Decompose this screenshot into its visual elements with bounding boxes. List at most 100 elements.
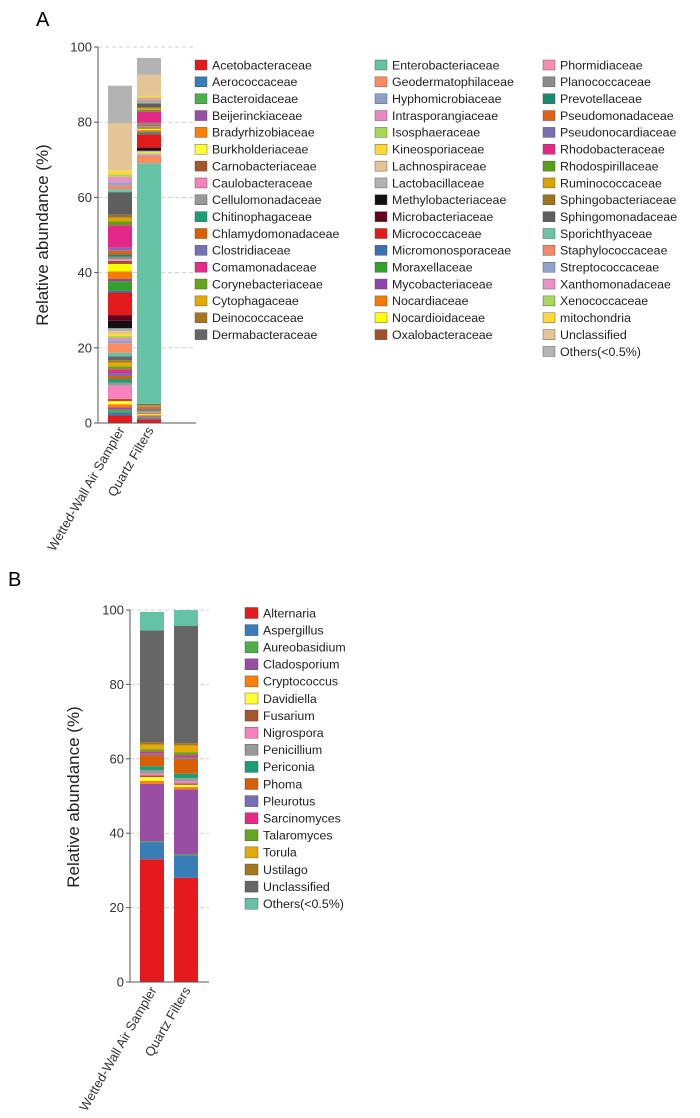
panel-b-legend-label-unclassified: Unclassified xyxy=(263,880,330,894)
panel-a-y-tick-label: 0 xyxy=(85,416,92,431)
panel-b-bar-segment-alternaria-2 xyxy=(174,877,198,982)
panel-a-bar-segment-unclassified-2 xyxy=(137,74,161,96)
panel-a-bar-segment-oxalobacteraceae-2 xyxy=(137,127,161,129)
panel-a-legend-swatch-pseudonocardiaceae xyxy=(542,127,556,138)
panel-a-bar-segment-rhodobacteraceae-1 xyxy=(108,225,132,248)
panel-a-bar-segment-kineosporiaceae-1 xyxy=(108,333,132,336)
panel-a-y-tick-label: 80 xyxy=(78,115,92,130)
panel-a-bar-segment-bradyrhizobiaceae-1 xyxy=(108,404,132,408)
panel-a-legend-label-geodermatophilaceae: Geodermatophilaceae xyxy=(392,75,514,89)
panel-a-legend-label-pseudonocardiaceae: Pseudonocardiaceae xyxy=(560,126,677,140)
panel-b-legend-swatch-fusarium xyxy=(244,709,259,722)
panel-a-bar-segment-sphingobacteriaceae-2 xyxy=(137,107,161,109)
panel-a-legend-swatch-prevotellaceae xyxy=(542,93,556,104)
panel-a-bar-segment-kineosporiaceae-2 xyxy=(137,152,161,154)
panel-a-bar-segment-lactobacillaceae-2 xyxy=(137,150,161,152)
panel-a-y-axis-title: Relative abundance (%) xyxy=(33,144,52,325)
panel-a-legend-swatch-lactobacillaceae xyxy=(374,177,388,189)
panel-a-bar-segment-acetobacteraceae-1 xyxy=(108,415,132,423)
panel-a-bar-segment-intrasporangiaceae-1 xyxy=(108,338,132,341)
panel-a-legend-swatch-mycobacteriaceae xyxy=(374,278,388,290)
panel-a-legend-label-micrococcaceae: Micrococcaceae xyxy=(392,227,482,241)
panel-a-bar-segment-chitinophagaceae-1 xyxy=(108,379,132,383)
panel-a-legend-swatch-rhodospirillaceae xyxy=(542,160,556,172)
panel-a-legend-label-carnobacteriaceae: Carnobacteriaceae xyxy=(212,159,317,173)
panel-a-legend-label-micromonosporaceae: Micromonosporaceae xyxy=(392,244,511,258)
panel-a-y-tick-label: 20 xyxy=(78,340,92,355)
panel-a-legend-label-streptococcaceae: Streptococcaceae xyxy=(560,261,659,275)
panel-a-legend-swatch-methylobacteriaceae xyxy=(374,194,388,206)
panel-a-legend-label-nocardioidaceae: Nocardioidaceae xyxy=(392,311,485,325)
panel-a-legend-swatch-streptococcaceae xyxy=(542,262,556,273)
panel-a-bar-segment-mycobacteriaceae-1 xyxy=(108,278,132,282)
panel-b-legend-swatch-unclassified xyxy=(244,880,259,893)
panel-a-bar-segment-lachnospiraceae-2 xyxy=(137,151,161,153)
panel-a-legend-label-xanthomonadaceae: Xanthomonadaceae xyxy=(560,277,671,291)
panel-a-bar-segment-rhodobacteraceae-2 xyxy=(137,111,161,123)
panel-a-bar-segment-beijerinckiaceae-2 xyxy=(137,416,161,418)
panel-a-bar-segment-burkholderiaceae-2 xyxy=(137,413,161,416)
panel-a-bar-segment-rhodospirillaceae-1 xyxy=(108,221,132,226)
panel-a-bar-segment-prevotellaceae-1 xyxy=(108,254,132,257)
panel-a-bar-segment-geodermatophilaceae-2 xyxy=(137,155,161,164)
panel-a-legend-label-microbacteriaceae: Microbacteriaceae xyxy=(392,210,493,224)
panel-a-legend-swatch-carnobacteriaceae xyxy=(194,160,208,172)
panel-a-legend-label-burkholderiaceae: Burkholderiaceae xyxy=(212,143,309,157)
panel-a-y-tick-label: 40 xyxy=(78,265,92,280)
panel-a-legend-label-cytophagaceae: Cytophagaceae xyxy=(212,294,299,308)
panel-b-legend-swatch-phoma xyxy=(244,778,259,790)
panel-a-bar-segment-lactobacillaceae-1 xyxy=(108,328,132,332)
panel-b-label: B xyxy=(8,569,21,591)
panel-a-bar-segment-sphingobacteriaceae-1 xyxy=(108,214,132,218)
panel-a-bar-segment-xanthomonadaceae-1 xyxy=(108,176,132,183)
panel-b-bar-segment-ustilago-1 xyxy=(140,742,164,745)
panel-a-legend-label-hyphomicrobiaceae: Hyphomicrobiaceae xyxy=(392,92,502,106)
panel-a-bar-segment-hyphomicrobiaceae-2 xyxy=(137,154,161,156)
panel-a-bar-segment-streptococcaceae-2 xyxy=(137,99,161,101)
panel-b-legend-swatch-alternaria xyxy=(244,607,259,619)
panel-a-legend-swatch-geodermatophilaceae xyxy=(374,76,388,88)
panel-a-bar-segment-planococcaceae-2 xyxy=(137,125,161,127)
panel-b-legend-swatch-davidiella xyxy=(244,692,259,705)
panel-a-legend-label-xenococcaceae: Xenococcaceae xyxy=(560,294,648,308)
panel-b-bar-segment-aspergillus-1 xyxy=(140,842,164,860)
panel-a-bar-segment-dermabacteraceae-1 xyxy=(108,356,132,361)
panel-b-bar-segment-cladosporium-2 xyxy=(174,789,198,855)
panel-b-legend-swatch-cladosporium xyxy=(244,658,259,670)
panel-b-bar-segment-fusarium-1 xyxy=(140,775,164,778)
panel-a-bar-segment-carnobacteriaceae-1 xyxy=(108,398,132,402)
panel-a-bar-segment-aerococcaceae-1 xyxy=(108,412,132,416)
panel-a-bar-segment-pseudonocardiaceae-2 xyxy=(137,122,161,124)
panel-b-bar-segment-cladosporium-1 xyxy=(140,783,164,842)
panel-a-bar-segment-cytophagaceae-1 xyxy=(108,362,132,367)
panel-a-legend-swatch-deinococcaceae xyxy=(194,312,208,323)
panel-a-bar-segment-geodermatophilaceae-1 xyxy=(108,343,132,353)
panel-a-y-tick-label: 60 xyxy=(78,190,92,205)
panel-a-legend-label-bacteroidaceae: Bacteroidaceae xyxy=(212,92,298,106)
panel-a-legend-swatch-sphingobacteriaceae xyxy=(542,194,556,206)
panel-a-bar-segment-enterobacteriaceae-1 xyxy=(108,352,132,357)
panel-a-legend-label-caulobacteraceae: Caulobacteraceae xyxy=(212,176,313,190)
panel-a-legend-label-enterobacteriaceae: Enterobacteriaceae xyxy=(392,58,500,72)
panel-a-legend-label-methylobacteriaceae: Methylobacteriaceae xyxy=(392,193,506,207)
panel-b-legend-swatch-nigrospora xyxy=(244,727,259,739)
panel-a-legend-swatch-clostridiaceae xyxy=(194,245,208,256)
panel-a-bar-segment-ruminococcaceae-2 xyxy=(137,108,161,110)
panel-a-bar-segment-sphingomonadaceae-1 xyxy=(108,192,132,215)
panel-a-legend-label-lachnospiraceae: Lachnospiraceae xyxy=(392,159,486,173)
panel-a-legend-label-dermabacteraceae: Dermabacteraceae xyxy=(212,328,317,342)
panel-b-bar-segment-alternaria-1 xyxy=(140,859,164,982)
panel-a-legend-label-mitochondria: mitochondria xyxy=(560,311,631,325)
panel-a-bar-segment-moraxellaceae-2 xyxy=(137,132,161,134)
panel-a-legend-label-others-0-5: Others(<0.5%) xyxy=(560,345,641,359)
panel-a-legend-swatch-isosphaeraceae xyxy=(374,127,388,138)
panel-a-legend-swatch-pseudomonadaceae xyxy=(542,110,556,121)
panel-a-legend-swatch-xenococcaceae xyxy=(542,295,556,307)
panel-a-legend-swatch-dermabacteraceae xyxy=(194,329,208,340)
panel-b-legend-label-pleurotus: Pleurotus xyxy=(263,794,315,808)
panel-a-legend-swatch-micrococcaceae xyxy=(374,228,388,239)
panel-a-bar-segment-sporichthyaceae-1 xyxy=(108,189,132,193)
panel-b-y-tick-label: 100 xyxy=(102,603,124,618)
panel-a-legend-label-chlamydomonadaceae: Chlamydomonadaceae xyxy=(212,227,340,241)
